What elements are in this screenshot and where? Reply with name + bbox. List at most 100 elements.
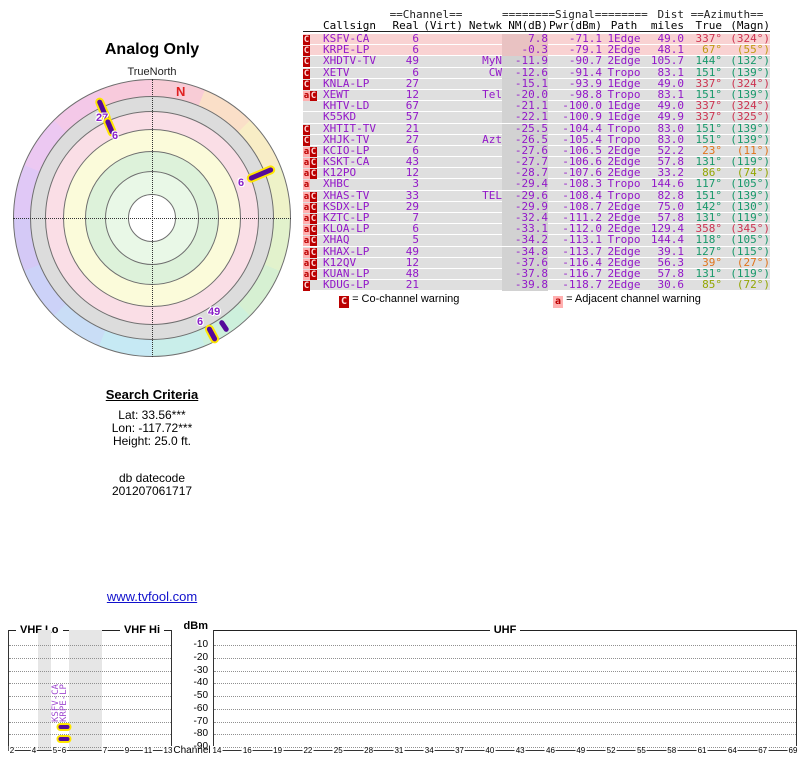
cell-magn: (74°) bbox=[736, 166, 770, 180]
cell-magn: (105°) bbox=[730, 233, 770, 247]
cell-true: 85° bbox=[702, 278, 722, 292]
cell-miles: 105.7 bbox=[650, 54, 684, 68]
cell-magn: (324°) bbox=[730, 99, 770, 113]
cell-real: 57 bbox=[405, 110, 419, 124]
adjacent-channel-warning-icon: a bbox=[553, 296, 563, 308]
table-row: C KSFV-CA 6 7.8 -71.1 1Edge 49.0 337° (324°) bbox=[303, 32, 770, 45]
vhf-hi-label: VHF Hi bbox=[123, 624, 160, 636]
tvfool-link[interactable]: www.tvfool.com bbox=[106, 589, 198, 604]
cell-miles: 48.1 bbox=[657, 43, 685, 57]
cell-real: 48 bbox=[405, 266, 419, 280]
vhf-channel-tick: 6 bbox=[60, 746, 68, 755]
header-warn-col bbox=[303, 20, 317, 31]
vhf-channel-tick: 4 bbox=[30, 746, 38, 755]
cell-miles: 49.9 bbox=[657, 110, 685, 124]
cell-path: 2Edge bbox=[607, 222, 641, 236]
co-channel-warning-icon: C bbox=[310, 247, 317, 258]
search-criteria-heading: Search Criteria bbox=[105, 387, 199, 402]
dbm-tick-label: -20 bbox=[193, 651, 208, 663]
cell-callsign: XHBC bbox=[323, 177, 350, 191]
cell-netwk bbox=[463, 34, 502, 45]
cell-nm: -34.2 bbox=[502, 234, 548, 247]
adjacent-warning-icon: a bbox=[303, 236, 310, 247]
table-row: KHTV-LD 67 -21.1 -100.0 1Edge 49.0 337° (324°) bbox=[303, 99, 770, 113]
cell-callsign: XHTIT-TV bbox=[323, 121, 376, 135]
cell-magn: (132°) bbox=[730, 54, 770, 68]
uhf-channel-tick: 69 bbox=[787, 746, 799, 755]
dbm-gridline bbox=[9, 708, 171, 710]
cell-true: 151° bbox=[695, 132, 723, 146]
cell-true: 151° bbox=[695, 188, 723, 202]
table-row: C XHJK-TV 27 Azt -26.5 -105.4 Tropo 83.0 151° (13… bbox=[303, 132, 770, 146]
cell-virt bbox=[419, 157, 463, 168]
cell-pwr: -91.4 bbox=[568, 65, 602, 79]
table-row: a C KZTC-LP 7 -32.4 -111.2 2Edge 57.8 131° (119°) bbox=[303, 211, 770, 224]
dbm-tick-label: -90 bbox=[193, 741, 208, 752]
co-channel-warning-icon: C bbox=[310, 191, 317, 202]
header-group-signal: ========Signal======== bbox=[502, 8, 648, 21]
cell-true: 23° bbox=[702, 143, 722, 157]
cell-nm: -28.7 bbox=[502, 167, 548, 180]
table-row: a C K12QV 12 -37.6 -116.4 2Edge 56.3 39° (27°) bbox=[303, 255, 770, 269]
cell-nm: -25.5 bbox=[502, 123, 548, 135]
vhf-channel-tick: 2 bbox=[8, 746, 16, 755]
cell-real: 27 bbox=[405, 132, 419, 146]
warning-cell bbox=[303, 112, 317, 123]
cell-real: 21 bbox=[405, 121, 419, 135]
radar-channel-label: 49 bbox=[208, 306, 221, 318]
cell-pwr: -112.0 bbox=[562, 222, 602, 236]
cell-true: 131° bbox=[695, 155, 723, 169]
adjacent-warning-icon: a bbox=[303, 214, 310, 224]
cell-real: 12 bbox=[405, 87, 419, 101]
table-row: C XETV 6 CW -12.6 -91.4 Tropo 83.1 151° (139°) bbox=[303, 65, 770, 79]
dbm-gridline bbox=[9, 696, 171, 697]
dbm-tick-label: -60 bbox=[193, 702, 208, 714]
cell-true: 39° bbox=[702, 255, 722, 269]
cell-pwr: -108.3 bbox=[562, 177, 602, 191]
cell-miles: 49.0 bbox=[657, 32, 685, 45]
cell-nm: -27.6 bbox=[502, 145, 548, 157]
uhf-channel-tick: 25 bbox=[332, 746, 344, 755]
cell-path: 1Edge bbox=[607, 76, 641, 90]
uhf-channel-tick: 49 bbox=[575, 746, 587, 755]
cell-real: 6 bbox=[412, 32, 419, 45]
cell-path: 2Edge bbox=[607, 54, 641, 68]
adjacent-warning-icon: a bbox=[303, 158, 310, 169]
warning-cell: C bbox=[303, 45, 317, 57]
cell-path: Tropo bbox=[607, 87, 641, 101]
cell-pwr: -111.2 bbox=[562, 211, 602, 224]
co-channel-warning-icon: C bbox=[310, 90, 317, 101]
cell-callsign: KCIO-LP bbox=[323, 143, 370, 157]
cell-virt bbox=[419, 247, 463, 258]
cell-virt bbox=[419, 135, 463, 146]
cell-true: 144° bbox=[695, 54, 723, 68]
cell-real: 12 bbox=[405, 166, 419, 180]
legend-co-channel-text: = Co-channel warning bbox=[352, 293, 460, 305]
cell-miles: 83.0 bbox=[657, 121, 685, 135]
criteria-lon: Lon: -117.72*** bbox=[111, 421, 193, 435]
cell-real: 33 bbox=[405, 188, 419, 202]
cell-callsign: KHAX-LP bbox=[323, 244, 370, 258]
cell-nm: -29.9 bbox=[502, 201, 548, 213]
cell-netwk bbox=[463, 280, 502, 291]
cell-callsign: KLOA-LP bbox=[323, 222, 370, 236]
cell-miles: 57.8 bbox=[657, 155, 685, 169]
dbm-tick-label: -40 bbox=[193, 677, 208, 689]
db-datecode-value: 201207061717 bbox=[111, 484, 193, 498]
cell-virt bbox=[419, 56, 463, 67]
cell-virt bbox=[419, 146, 463, 157]
cell-pwr: -79.1 bbox=[568, 43, 602, 57]
cell-path: 2Edge bbox=[607, 278, 641, 292]
cell-pwr: -113.1 bbox=[562, 233, 602, 247]
cell-true: 86° bbox=[702, 166, 722, 180]
warning-cell: C bbox=[303, 56, 317, 68]
cell-callsign: KSDX-LP bbox=[323, 199, 370, 213]
table-row: a C KHAX-LP 49 -34.8 -113.7 2Edge 39.1 127° (115°… bbox=[303, 244, 770, 258]
table-row: a C KSKT-CA 43 -27.7 -106.6 2Edge 57.8 131° (119°… bbox=[303, 155, 770, 169]
table-row: a C KUAN-LP 48 -37.8 -116.7 2Edge 57.8 131° (119°… bbox=[303, 266, 770, 280]
cell-netwk bbox=[463, 235, 502, 246]
cell-callsign: KSKT-CA bbox=[323, 155, 370, 169]
